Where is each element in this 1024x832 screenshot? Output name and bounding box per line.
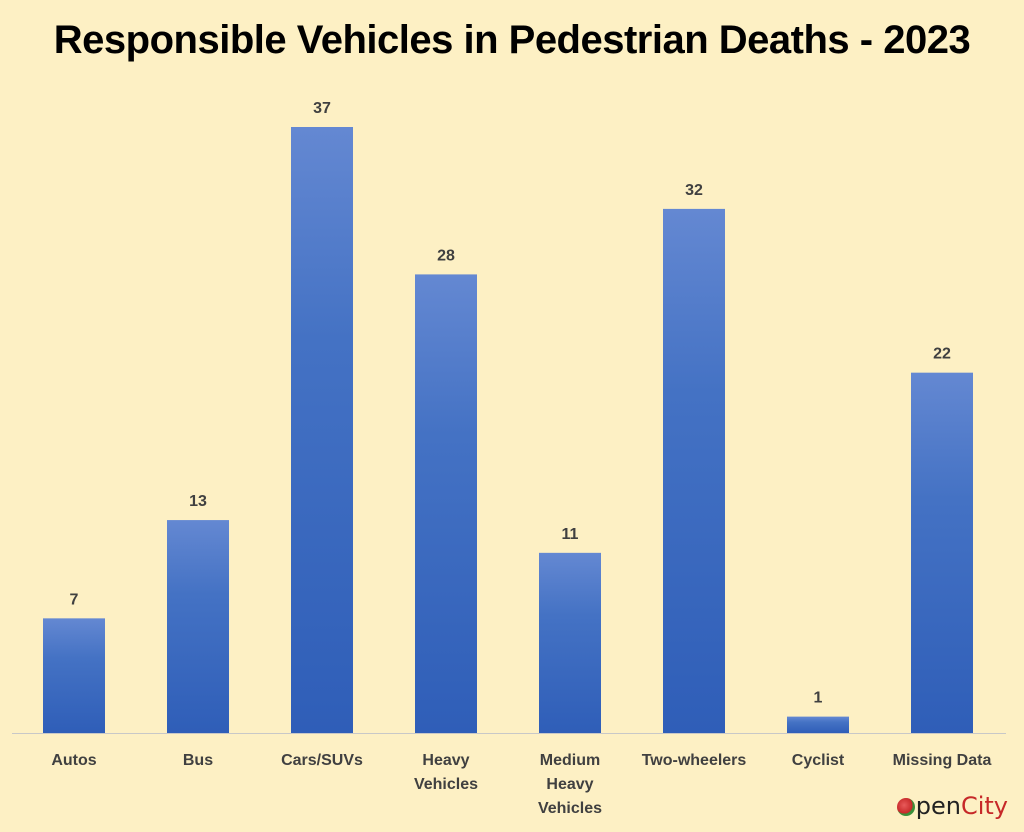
category-label: Heavy xyxy=(422,752,469,769)
bar-value-label: 7 xyxy=(70,591,79,608)
bar xyxy=(663,208,725,733)
bar-value-label: 28 xyxy=(437,247,455,264)
category-label: Bus xyxy=(183,752,213,769)
bar xyxy=(43,618,105,733)
bar-value-label: 32 xyxy=(685,182,703,199)
bar xyxy=(787,716,849,733)
category-label: Two-wheelers xyxy=(642,752,747,769)
bar-value-label: 1 xyxy=(814,690,823,707)
bar-value-label: 22 xyxy=(933,346,951,363)
logo-o-icon xyxy=(896,798,915,816)
opencity-logo: pen City xyxy=(896,792,1008,820)
category-label: Vehicles xyxy=(414,776,478,793)
x-axis-labels: Autos Bus Cars/SUVs Heavy Vehicles Medium Heav… xyxy=(51,752,991,817)
bar xyxy=(415,274,477,733)
category-label: Cars/SUVs xyxy=(281,752,363,769)
bar-value-label: 11 xyxy=(562,526,579,543)
category-label: Autos xyxy=(51,752,96,769)
category-label: Cyclist xyxy=(792,752,845,769)
bar xyxy=(291,127,353,733)
chart-title: Responsible Vehicles in Pedestrian Death… xyxy=(53,18,971,62)
category-label: Heavy xyxy=(546,776,593,793)
category-label: Vehicles xyxy=(538,800,602,817)
bars-group: 7 13 37 28 11 32 1 22 xyxy=(43,100,973,733)
logo-text-pen: pen xyxy=(915,792,961,820)
bar xyxy=(539,552,601,733)
bar-value-label: 37 xyxy=(313,100,331,117)
category-label: Missing Data xyxy=(893,752,992,769)
logo-text-city: City xyxy=(960,792,1008,820)
bar xyxy=(911,372,973,733)
bar-value-label: 13 xyxy=(189,493,207,510)
category-label: Medium xyxy=(540,752,600,769)
bar xyxy=(167,520,229,733)
